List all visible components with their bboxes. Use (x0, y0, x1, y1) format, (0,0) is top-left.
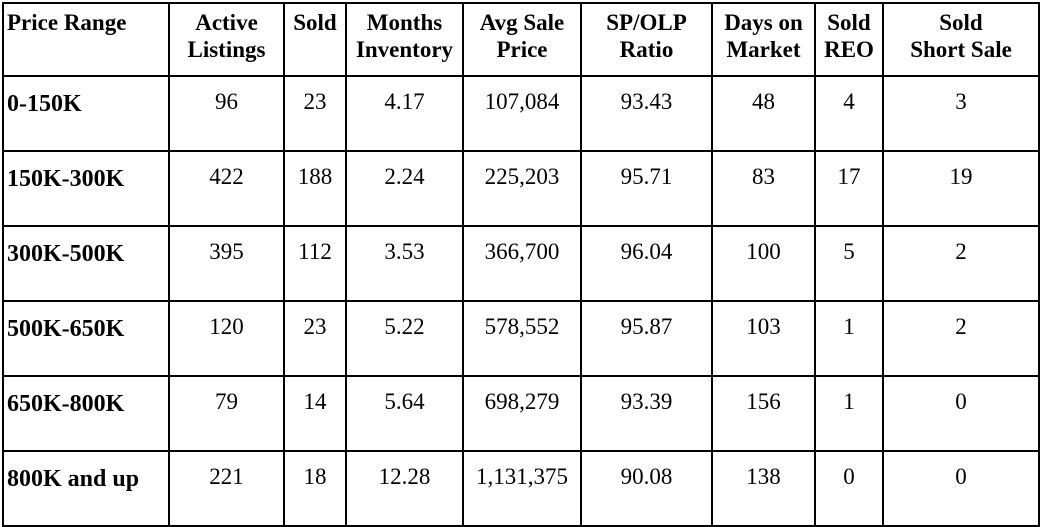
sold-short-sale-cell: 2 (882, 300, 1040, 377)
header-label-line2: Inventory (355, 37, 454, 62)
sold-reo-cell: 17 (814, 150, 884, 227)
days-on-market-cell: 103 (711, 300, 816, 377)
avg-sale-price-cell: 698,279 (462, 375, 582, 452)
sp-olp-ratio-cell: 95.71 (580, 150, 713, 227)
sold-cell: 23 (283, 75, 347, 152)
header-avg-sale-price: Avg Sale Price (462, 2, 582, 77)
sp-olp-ratio-cell: 90.08 (580, 450, 713, 527)
header-label-line1: Days on (724, 10, 803, 35)
table-row: 150K-300K 422 188 2.24 225,203 95.71 83 … (2, 150, 1040, 227)
sold-cell: 18 (283, 450, 347, 527)
sold-reo-cell: 1 (814, 300, 884, 377)
header-label-line2: REO (824, 37, 874, 62)
days-on-market-cell: 156 (711, 375, 816, 452)
table-row: 300K-500K 395 112 3.53 366,700 96.04 100… (2, 225, 1040, 302)
header-label-line1: Months (366, 10, 443, 35)
sold-reo-cell: 1 (814, 375, 884, 452)
months-inventory-cell: 3.53 (345, 225, 464, 302)
avg-sale-price-cell: 366,700 (462, 225, 582, 302)
header-label-line1: Sold (939, 10, 983, 35)
price-range-cell: 300K-500K (2, 225, 170, 302)
header-sold-reo: Sold REO (814, 2, 884, 77)
active-listings-cell: 96 (168, 75, 285, 152)
header-label-line2: Market (726, 37, 801, 62)
header-label-line1: Price Range (7, 10, 127, 35)
table-row: 500K-650K 120 23 5.22 578,552 95.87 103 … (2, 300, 1040, 377)
avg-sale-price-cell: 225,203 (462, 150, 582, 227)
sold-cell: 14 (283, 375, 347, 452)
header-sold: Sold (283, 2, 347, 77)
header-row: Price Range Active Listings Sold Months … (2, 2, 1040, 77)
active-listings-cell: 395 (168, 225, 285, 302)
active-listings-cell: 221 (168, 450, 285, 527)
header-active-listings: Active Listings (168, 2, 285, 77)
months-inventory-cell: 5.22 (345, 300, 464, 377)
price-range-cell: 650K-800K (2, 375, 170, 452)
header-label-line1: Active (195, 10, 258, 35)
table-row: 650K-800K 79 14 5.64 698,279 93.39 156 1… (2, 375, 1040, 452)
header-price-range: Price Range (2, 2, 170, 77)
header-sold-short-sale: Sold Short Sale (882, 2, 1040, 77)
sold-short-sale-cell: 0 (882, 375, 1040, 452)
header-label-line1: Sold (827, 10, 871, 35)
header-label-line1: SP/OLP (606, 10, 687, 35)
table-row: 0-150K 96 23 4.17 107,084 93.43 48 4 3 (2, 75, 1040, 152)
avg-sale-price-cell: 107,084 (462, 75, 582, 152)
sold-reo-cell: 4 (814, 75, 884, 152)
months-inventory-cell: 2.24 (345, 150, 464, 227)
header-label-line2: Ratio (619, 37, 674, 62)
months-inventory-cell: 12.28 (345, 450, 464, 527)
days-on-market-cell: 83 (711, 150, 816, 227)
price-range-cell: 150K-300K (2, 150, 170, 227)
sp-olp-ratio-cell: 93.39 (580, 375, 713, 452)
active-listings-cell: 422 (168, 150, 285, 227)
sold-short-sale-cell: 0 (882, 450, 1040, 527)
active-listings-cell: 79 (168, 375, 285, 452)
days-on-market-cell: 100 (711, 225, 816, 302)
price-range-cell: 0-150K (2, 75, 170, 152)
header-label-line2: Listings (187, 37, 266, 62)
sold-cell: 112 (283, 225, 347, 302)
sold-reo-cell: 5 (814, 225, 884, 302)
sold-short-sale-cell: 2 (882, 225, 1040, 302)
price-range-cell: 800K and up (2, 450, 170, 527)
months-inventory-cell: 5.64 (345, 375, 464, 452)
days-on-market-cell: 138 (711, 450, 816, 527)
sold-reo-cell: 0 (814, 450, 884, 527)
avg-sale-price-cell: 1,131,375 (462, 450, 582, 527)
days-on-market-cell: 48 (711, 75, 816, 152)
header-label-line1: Sold (293, 10, 337, 35)
sold-cell: 23 (283, 300, 347, 377)
sp-olp-ratio-cell: 93.43 (580, 75, 713, 152)
header-sp-olp-ratio: SP/OLP Ratio (580, 2, 713, 77)
sp-olp-ratio-cell: 95.87 (580, 300, 713, 377)
price-range-cell: 500K-650K (2, 300, 170, 377)
header-label-line2: Short Sale (910, 37, 1012, 62)
months-inventory-cell: 4.17 (345, 75, 464, 152)
table-row: 800K and up 221 18 12.28 1,131,375 90.08… (2, 450, 1040, 527)
header-days-on-market: Days on Market (711, 2, 816, 77)
sold-short-sale-cell: 19 (882, 150, 1040, 227)
active-listings-cell: 120 (168, 300, 285, 377)
table-body: 0-150K 96 23 4.17 107,084 93.43 48 4 3 1… (2, 75, 1040, 527)
header-label-line1: Avg Sale (479, 10, 565, 35)
sold-short-sale-cell: 3 (882, 75, 1040, 152)
sp-olp-ratio-cell: 96.04 (580, 225, 713, 302)
table-header: Price Range Active Listings Sold Months … (2, 2, 1040, 77)
header-months-inventory: Months Inventory (345, 2, 464, 77)
sold-cell: 188 (283, 150, 347, 227)
avg-sale-price-cell: 578,552 (462, 300, 582, 377)
header-label-line2: Price (496, 37, 548, 62)
